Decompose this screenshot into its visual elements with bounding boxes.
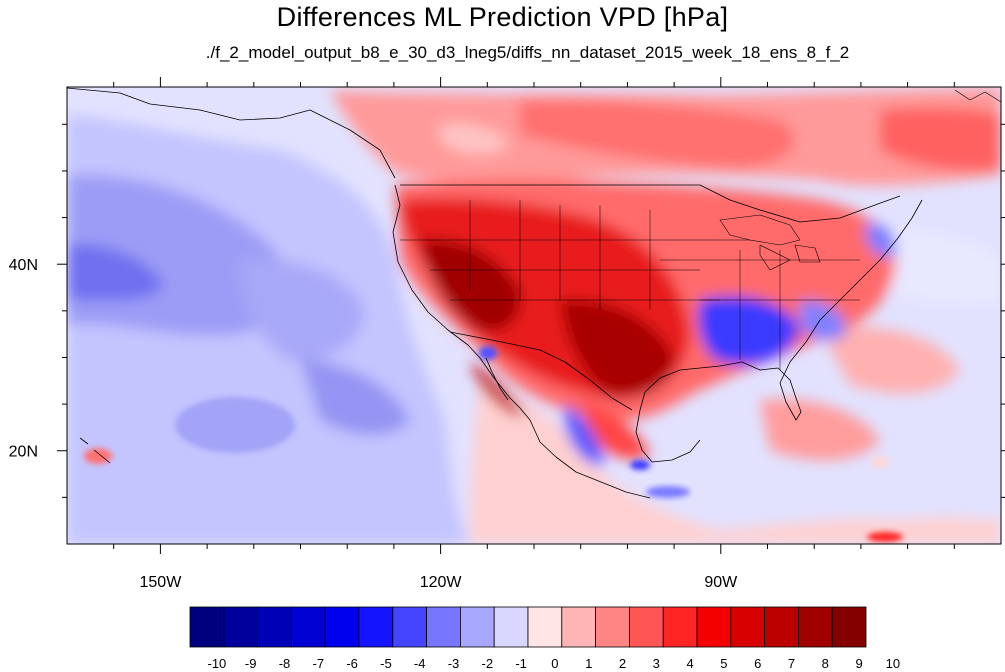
colorbar-label: 0 — [551, 656, 558, 671]
baja-peninsula — [485, 357, 509, 401]
pacific-coastline — [392, 184, 651, 499]
lon-tick-label: 120W — [420, 574, 463, 591]
colorbar-label: 7 — [788, 656, 795, 671]
axis-ticks — [57, 77, 1005, 554]
texas-hot-core — [560, 299, 675, 397]
colorbar-label: -5 — [380, 656, 392, 671]
colorbar-label: 4 — [686, 656, 693, 671]
pacific-blue-patch-south — [300, 360, 410, 435]
colorbar-swatch — [493, 606, 529, 648]
colorbar-swatch — [561, 606, 596, 648]
colorbar-swatch — [696, 606, 732, 648]
colorbar-label: -7 — [313, 656, 325, 671]
hawaii-islands — [79, 437, 111, 464]
tropical-light-red-region — [470, 380, 1001, 544]
map-field — [67, 87, 1001, 544]
caribbean-warm-patch — [760, 399, 880, 461]
lon-tick-label: 150W — [140, 574, 183, 591]
pacific-blue-patch — [240, 259, 365, 361]
colorbar-swatch — [831, 606, 867, 648]
small-field-patches — [84, 346, 903, 542]
lon-tick-label: 90W — [704, 574, 738, 591]
colorbar-swatch — [392, 606, 427, 648]
colorbar-label: 1 — [585, 656, 592, 671]
cool-spot-mexico-south — [630, 460, 650, 470]
lat-tick-label: 20N — [9, 444, 38, 461]
colorbar-swatch — [223, 606, 259, 648]
colorbar-label: 8 — [822, 656, 829, 671]
colorbar-swatch — [527, 606, 563, 648]
axis-labels: 150W 120W 90W 40N 20N — [9, 257, 739, 591]
cool-spot-baja — [479, 346, 497, 360]
colorbar-swatch — [426, 606, 461, 648]
colorbar: -10 -9 -8 -7 -6 -5 -4 -3 -2 -1 0 1 2 3 4 5 6 7 8 9 10 — [189, 606, 900, 671]
colorbar-swatch — [189, 606, 225, 648]
colorbar-swatch — [764, 606, 799, 648]
carolina-cool-patch — [800, 300, 846, 341]
northeast-cool-patch — [865, 224, 896, 257]
colorbar-label: 5 — [720, 656, 727, 671]
colorbar-swatch — [290, 606, 326, 648]
labrador-coastline — [954, 89, 1001, 103]
colorbar-swatch — [257, 606, 292, 648]
caribbean-light-spot — [871, 456, 889, 468]
canada-light-patch — [440, 123, 510, 155]
coastlines-and-borders — [67, 87, 1001, 499]
atlantic-warm-patch — [820, 326, 960, 394]
us-mexico-border — [449, 331, 633, 411]
pacific-blue-spot — [175, 397, 295, 453]
us-canada-border — [400, 184, 901, 223]
colorbar-label: 3 — [653, 656, 660, 671]
colorbar-swatch — [459, 606, 495, 648]
colorbar-swatch — [798, 606, 833, 648]
colorbar-label: -4 — [414, 656, 426, 671]
colorbar-swatch — [358, 606, 394, 648]
hawaii-warm-spot — [84, 448, 112, 464]
colorbar-label: -9 — [245, 656, 257, 671]
colorbar-swatch — [730, 606, 765, 648]
colorbar-label: 9 — [855, 656, 862, 671]
colorbar-label: -3 — [448, 656, 460, 671]
colorbar-swatch — [595, 606, 630, 648]
colorbar-swatch — [629, 606, 664, 648]
state-borders — [400, 200, 860, 370]
alaska-coastline — [67, 87, 396, 179]
great-basin-hot-core — [420, 239, 521, 331]
canada-warm-core — [520, 99, 795, 168]
mexico-cool-patch — [565, 405, 605, 466]
map-title: Differences ML Prediction VPD [hPa] — [276, 2, 729, 32]
southeast-cool-region — [698, 296, 800, 365]
cool-spot-central-america — [646, 486, 690, 498]
map-subtitle: ./f_2_model_output_b8_e_30_d3_lneg5/diff… — [205, 43, 850, 62]
quebec-warm-patch — [880, 107, 1001, 172]
yucatan-coastline — [635, 409, 701, 463]
colorbar-label: 2 — [619, 656, 626, 671]
great-lakes — [719, 214, 821, 271]
colorbar-label: 6 — [754, 656, 761, 671]
southern-hot-spot — [867, 532, 903, 542]
mexico-warm-patch — [580, 400, 650, 459]
colorbar-label: -1 — [515, 656, 527, 671]
pacific-dark-blue-region — [67, 244, 165, 301]
lat-tick-label: 40N — [9, 257, 38, 274]
colorbar-label: -8 — [279, 656, 291, 671]
colorbar-swatch — [324, 606, 360, 648]
colorbar-label: -2 — [482, 656, 494, 671]
baja-hot-strip — [470, 360, 525, 416]
colorbar-swatch — [662, 606, 698, 648]
colorbar-label: -10 — [208, 656, 227, 671]
colorbar-label: -6 — [346, 656, 358, 671]
colorbar-label: 10 — [886, 656, 900, 671]
gulf-atlantic-coastline — [639, 199, 923, 421]
